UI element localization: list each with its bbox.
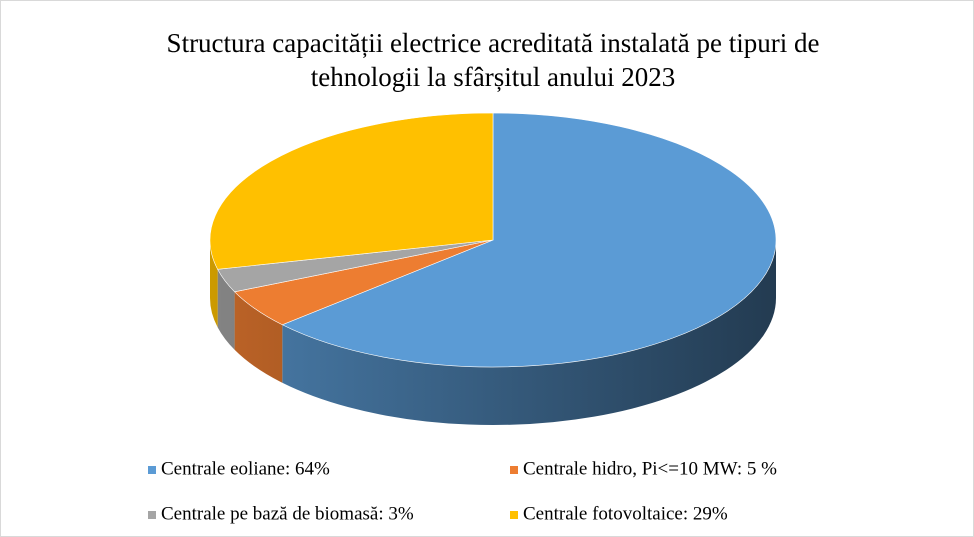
- chart-title: Structura capacității electrice acredita…: [167, 28, 820, 58]
- legend-marker: [510, 511, 518, 519]
- legend-label: Centrale eoliane: 64%: [161, 458, 330, 479]
- legend-label: Centrale hidro, Pi<=10 MW: 5 %: [523, 458, 777, 479]
- legend-marker: [148, 511, 156, 519]
- slice-side: [282, 240, 776, 425]
- slice-side: [217, 269, 235, 350]
- chart-title: tehnologii la sfârșitul anului 2023: [311, 62, 675, 92]
- slice-side: [234, 291, 283, 383]
- legend-marker: [510, 466, 518, 474]
- legend-label: Centrale fotovoltaice: 29%: [523, 503, 728, 524]
- slice: [209, 112, 494, 270]
- legend-label: Centrale pe bază de biomasă: 3%: [161, 503, 414, 524]
- legend-marker: [148, 466, 156, 474]
- slice: [281, 112, 777, 368]
- slice-side: [210, 240, 218, 328]
